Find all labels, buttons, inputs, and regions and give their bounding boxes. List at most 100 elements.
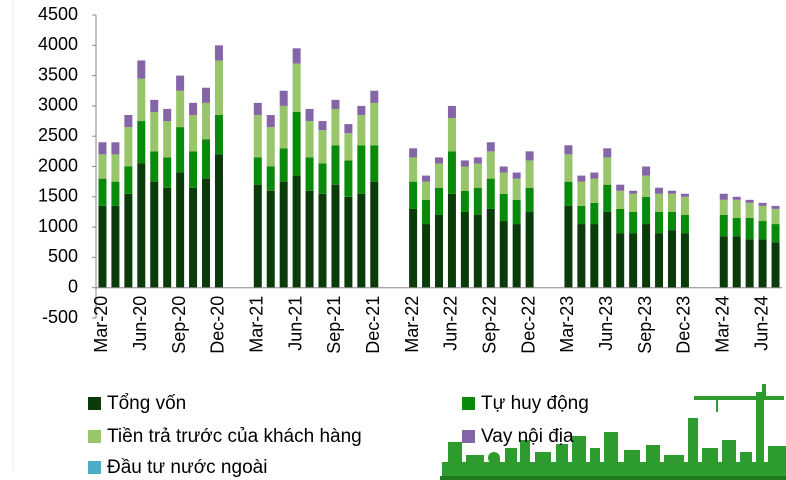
bar-segment xyxy=(758,239,767,288)
bar-segment xyxy=(150,111,159,152)
bar-segment xyxy=(732,196,741,200)
bar-segment xyxy=(422,199,431,225)
y-tick-label: -500 xyxy=(42,307,78,327)
bar-segment xyxy=(629,233,638,288)
bar-segment xyxy=(202,87,211,103)
bar-segment xyxy=(435,214,443,288)
bar-segment xyxy=(590,172,599,179)
bar-segment xyxy=(499,193,508,222)
legend-swatch xyxy=(88,397,101,410)
bar-segment xyxy=(564,205,573,288)
bar-segment xyxy=(564,145,573,155)
bar-segment xyxy=(745,239,754,288)
bar-segment xyxy=(111,142,120,155)
bar-segment xyxy=(176,90,185,128)
bar-segment xyxy=(435,157,443,164)
bar-segment xyxy=(512,199,521,225)
bar-segment xyxy=(590,202,599,225)
bar-segment xyxy=(422,224,431,288)
bar-segment xyxy=(642,224,651,288)
bar-segment xyxy=(370,102,379,146)
bar-segment xyxy=(331,99,340,109)
bar-segment xyxy=(577,205,586,225)
bar-segment xyxy=(124,127,133,167)
bar-segment xyxy=(344,133,353,161)
bar-segment xyxy=(603,184,612,212)
bar-segment xyxy=(680,193,689,197)
x-tick-label: Mar-24 xyxy=(713,296,733,353)
x-tick-label: Jun-23 xyxy=(596,296,616,351)
bar-segment xyxy=(655,211,664,234)
y-tick-label: 3500 xyxy=(38,64,78,84)
bar-segment xyxy=(137,121,146,164)
x-tick-label: Jun-24 xyxy=(751,296,771,351)
bar-segment xyxy=(499,221,508,288)
bar-segment xyxy=(719,236,728,288)
bar-segment xyxy=(150,99,159,112)
bar-segment xyxy=(745,218,754,240)
bar-segment xyxy=(279,90,288,106)
bar-segment xyxy=(305,190,314,288)
bar-segment xyxy=(655,193,664,212)
x-tick-label: Dec-21 xyxy=(363,296,383,354)
bar-segment xyxy=(370,90,379,103)
bar-segment xyxy=(642,166,651,176)
bar-segment xyxy=(525,211,534,288)
bar-segment xyxy=(202,178,211,288)
bar-segment xyxy=(680,196,689,215)
y-tick-label: 1000 xyxy=(38,216,78,236)
bar-segment xyxy=(266,127,275,167)
bar-segment xyxy=(655,187,664,194)
bar-segment xyxy=(266,114,275,128)
bar-segment xyxy=(163,121,172,158)
legend-label: Tiền trả trước của khách hàng xyxy=(107,426,362,447)
bar-segment xyxy=(642,196,651,225)
bar-segment xyxy=(473,163,482,188)
bar-segment xyxy=(719,193,728,200)
bar-segment xyxy=(137,78,146,122)
y-tick-label: 3000 xyxy=(38,95,78,115)
bar-segment xyxy=(603,148,612,158)
bar-segment xyxy=(409,208,418,288)
bar-segment xyxy=(111,205,120,288)
bar-segment xyxy=(460,211,469,288)
bar-segment xyxy=(667,230,676,288)
bar-segment xyxy=(318,163,327,194)
bar-segment xyxy=(732,236,741,288)
bar-segment xyxy=(370,145,379,182)
bar-segment xyxy=(344,124,353,134)
bar-segment xyxy=(732,199,741,219)
bar-segment xyxy=(603,211,612,288)
bar-segment xyxy=(629,193,638,212)
bar-segment xyxy=(98,142,107,155)
x-tick-label: Dec-22 xyxy=(518,296,538,354)
bar-segment xyxy=(189,187,198,288)
y-tick-label: 2500 xyxy=(38,125,78,145)
bar-segment xyxy=(202,102,211,140)
x-tick-label: Mar-22 xyxy=(402,296,422,353)
bar-segment xyxy=(318,193,327,288)
bar-segment xyxy=(512,172,521,179)
bar-segment xyxy=(603,157,612,185)
x-tick-label: Sep-20 xyxy=(169,296,189,354)
bar-segment xyxy=(447,151,456,194)
bar-segment xyxy=(292,63,301,112)
bar-segment xyxy=(357,114,366,146)
bar-segment xyxy=(577,175,586,182)
y-tick-label: 500 xyxy=(48,246,78,266)
x-tick-label: Dec-23 xyxy=(674,296,694,354)
bar-segment xyxy=(473,214,482,288)
bar-segment xyxy=(732,218,741,237)
x-tick-label: Mar-23 xyxy=(557,296,577,353)
bar-segment xyxy=(629,190,638,194)
bar-segment xyxy=(771,242,780,288)
bar-segment xyxy=(745,199,754,203)
bar-segment xyxy=(409,157,418,182)
y-tick-label: 4500 xyxy=(38,4,78,24)
bar-segment xyxy=(279,105,288,149)
bar-segment xyxy=(460,160,469,167)
bar-segment xyxy=(680,233,689,288)
bar-segment xyxy=(189,114,198,152)
skyline xyxy=(442,384,786,480)
